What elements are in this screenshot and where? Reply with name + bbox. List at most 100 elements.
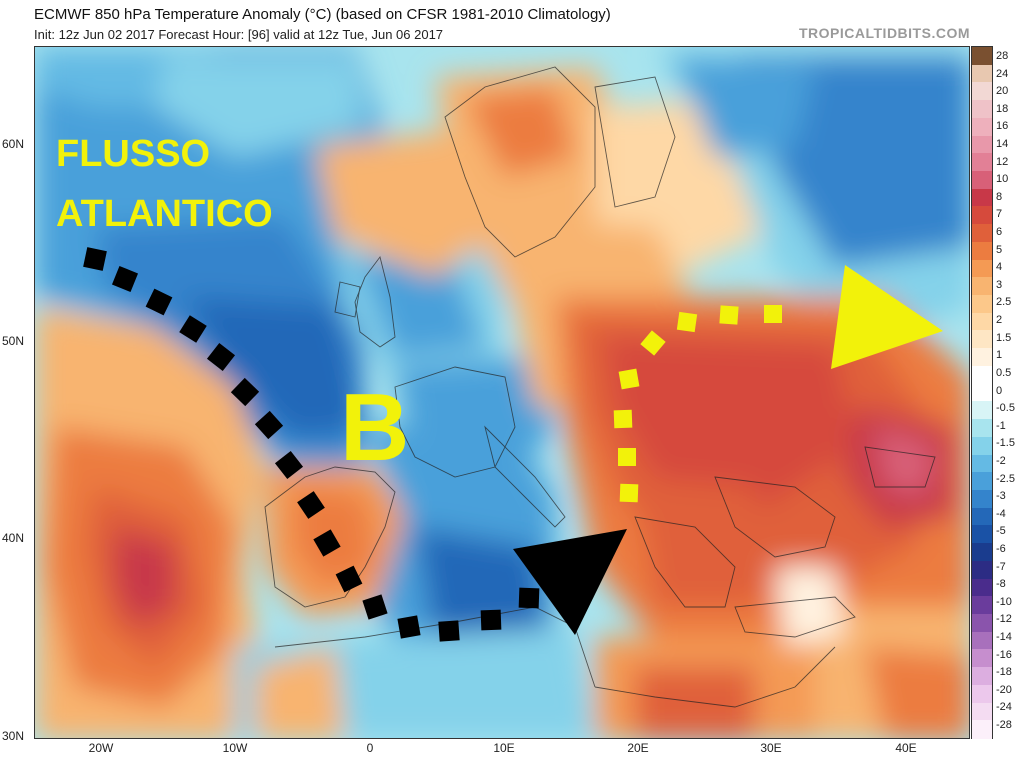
colorbar-segment: [972, 277, 992, 296]
colorbar-tick-label: 12: [996, 155, 1009, 168]
colorbar-segment: [972, 188, 992, 208]
colorbar-segment: [972, 312, 992, 332]
lon-label-0: 0: [366, 741, 374, 755]
colorbar-segment: [972, 720, 992, 739]
colorbar-tick-label: 1.5: [996, 331, 1012, 344]
colorbar-tick-label: 0.5: [996, 366, 1012, 379]
lon-label-30e: 30E: [760, 741, 782, 755]
lat-label-60n: 60N: [2, 137, 25, 151]
colorbar-segment: [972, 383, 992, 402]
colorbar-tick-label: -5: [996, 525, 1006, 538]
colorbar-tick-label: -16: [996, 648, 1012, 661]
colorbar-tick-label: 7: [996, 208, 1003, 221]
yellow-flow-marker: [618, 368, 640, 390]
black-flow-marker: [179, 315, 207, 343]
black-flow-marker: [438, 620, 460, 642]
black-flow-marker: [397, 615, 421, 639]
yellow-flow-marker: [719, 305, 739, 325]
map-title: ECMWF 850 hPa Temperature Anomaly (°C) (…: [34, 6, 611, 23]
yellow-flow-marker: [619, 483, 639, 503]
black-flow-marker: [480, 609, 502, 631]
black-arrow-head: [513, 529, 627, 635]
colorbar-tick-label: -28: [996, 719, 1012, 731]
black-flow-marker: [230, 377, 260, 407]
annotation-flusso: FLUSSO: [56, 133, 211, 175]
colorbar-segment: [972, 436, 992, 456]
colorbar-tick-label: 2: [996, 314, 1003, 327]
yellow-flow-marker: [640, 330, 666, 356]
colorbar-tick-label: -8: [996, 578, 1006, 591]
black-flow-marker: [518, 587, 540, 609]
colorbar-segment: [972, 64, 992, 84]
black-flow-marker: [335, 565, 363, 593]
colorbar-segment: [972, 330, 992, 349]
colorbar-segment: [972, 507, 992, 526]
site-watermark: TROPICALTIDBITS.COM: [798, 25, 970, 41]
colorbar-segment: [972, 489, 992, 509]
lon-label-20e: 20E: [627, 741, 649, 755]
colorbar-segment: [972, 135, 992, 154]
colorbar-tick-label: 5: [996, 243, 1003, 256]
colorbar-segment: [972, 241, 992, 261]
black-flow-marker: [362, 594, 388, 620]
colorbar-segment: [972, 401, 992, 420]
colorbar-segment: [972, 596, 992, 615]
colorbar-segment: [972, 472, 992, 491]
colorbar-tick-label: -3: [996, 490, 1006, 503]
colorbar-segment: [972, 206, 992, 225]
yellow-flow-marker: [676, 311, 698, 333]
black-flow-marker: [83, 247, 107, 271]
black-flow-marker: [111, 265, 139, 293]
map-subtitle: Init: 12z Jun 02 2017 Forecast Hour: [96…: [34, 27, 444, 42]
colorbar-segment: [972, 578, 992, 597]
lon-label-20w: 20W: [88, 741, 114, 755]
colorbar-segment: [972, 667, 992, 686]
anomaly-map: [34, 46, 970, 739]
anomaly-field: [35, 47, 969, 738]
colorbar-segment: [972, 613, 992, 633]
colorbar-segment: [972, 117, 992, 137]
black-flow-marker: [297, 491, 325, 519]
annotation-atlantico: ATLANTICO: [56, 193, 273, 235]
yellow-flow-marker: [613, 409, 633, 429]
black-flow-marker: [313, 529, 341, 557]
colorbar-segment: [972, 525, 992, 544]
colorbar-segment: [972, 649, 992, 668]
black-flow-marker: [206, 342, 236, 372]
colorbar-tick-label: 14: [996, 138, 1009, 151]
colorbar-tick-label: 0: [996, 384, 1003, 397]
black-flow-marker: [274, 450, 304, 480]
colorbar-tick-label: -2.5: [996, 472, 1015, 485]
colorbar-tick-label: -4: [996, 507, 1006, 520]
colorbar-tick-label: -20: [996, 683, 1012, 696]
colorbar-segment: [972, 171, 992, 190]
colorbar-tick-label: -18: [996, 666, 1012, 679]
lon-label-40e: 40E: [895, 741, 917, 755]
colorbar-tick-label: 6: [996, 226, 1003, 239]
lat-label-40n: 40N: [2, 531, 25, 545]
lat-label-30n: 30N: [2, 729, 25, 743]
colorbar-segment: [972, 631, 992, 650]
colorbar-tick-label: -12: [996, 613, 1012, 626]
colorbar-tick-label: 24: [996, 67, 1009, 80]
colorbar-tick-label: 2.5: [996, 296, 1012, 309]
colorbar-tick-label: -6: [996, 542, 1006, 555]
colorbar-tick-label: -24: [996, 701, 1012, 714]
colorbar-segment: [972, 82, 992, 101]
low-pressure-letter: B: [340, 374, 410, 481]
colorbar-segment: [972, 153, 992, 172]
colorbar-tick-label: -2: [996, 454, 1006, 467]
colorbar-tick-label: -1.5: [996, 437, 1015, 450]
colorbar-tick-label: 4: [996, 261, 1003, 274]
colorbar-tick-label: 10: [996, 173, 1009, 186]
colorbar-segment: [972, 702, 992, 721]
map-header: ECMWF 850 hPa Temperature Anomaly (°C) (…: [0, 0, 1024, 46]
colorbar-tick-label: 28: [996, 50, 1009, 62]
colorbar-segment: [972, 295, 992, 314]
colorbar-tick-label: 20: [996, 85, 1009, 98]
colorbar-segment: [972, 543, 992, 562]
colorbar-segment: [972, 259, 992, 278]
black-flow-marker: [254, 410, 284, 440]
colorbar-tick-label: -10: [996, 595, 1012, 608]
colorbar-segment: [972, 224, 992, 243]
